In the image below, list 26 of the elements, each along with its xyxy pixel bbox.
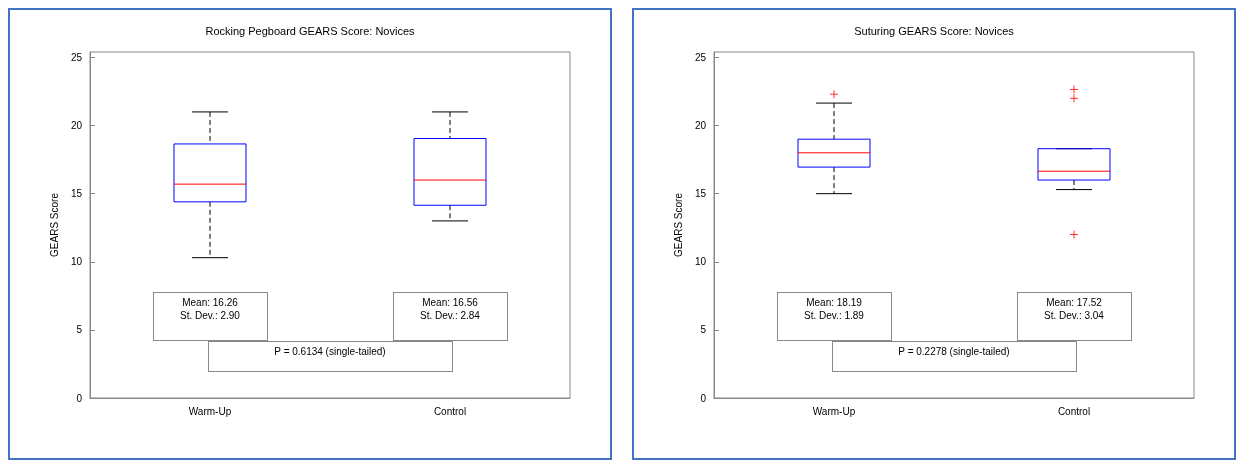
y-axis-title: GEARS Score [49, 192, 61, 257]
note-box: Mean: 17.52 St. Dev.: 3.04 [1016, 291, 1132, 341]
y-tick-label: 15 [70, 188, 83, 200]
note-box: Mean: 16.26 St. Dev.: 2.90 [152, 291, 268, 341]
x-tick-label: Warm-Up [812, 405, 856, 417]
x-tick-label: Control [1057, 405, 1091, 417]
x-tick-label: Control [433, 405, 467, 417]
y-tick-label: 5 [76, 324, 83, 336]
y-tick-label: 20 [694, 120, 707, 132]
y-axis-title: GEARS Score [673, 192, 685, 257]
y-tick-label: 20 [70, 120, 83, 132]
y-tick-label: 10 [694, 256, 707, 268]
y-tick-label: 10 [70, 256, 83, 268]
chart-title: Rocking Pegboard GEARS Score: Novices [205, 24, 416, 37]
note-box: P = 0.2278 (single-tailed) [831, 340, 1077, 373]
y-tick-label: 0 [700, 392, 707, 404]
y-tick-label: 25 [70, 51, 83, 63]
y-tick-label: 25 [694, 51, 707, 63]
y-tick-label: 5 [700, 324, 707, 336]
note-box: Mean: 18.19 St. Dev.: 1.89 [776, 291, 892, 341]
note-box: Mean: 16.56 St. Dev.: 2.84 [392, 291, 508, 341]
x-tick-label: Warm-Up [188, 405, 232, 417]
y-tick-label: 15 [694, 188, 707, 200]
note-box: P = 0.6134 (single-tailed) [207, 340, 453, 373]
y-tick-label: 0 [76, 392, 83, 404]
chart-title: Suturing GEARS Score: Novices [854, 24, 1015, 37]
